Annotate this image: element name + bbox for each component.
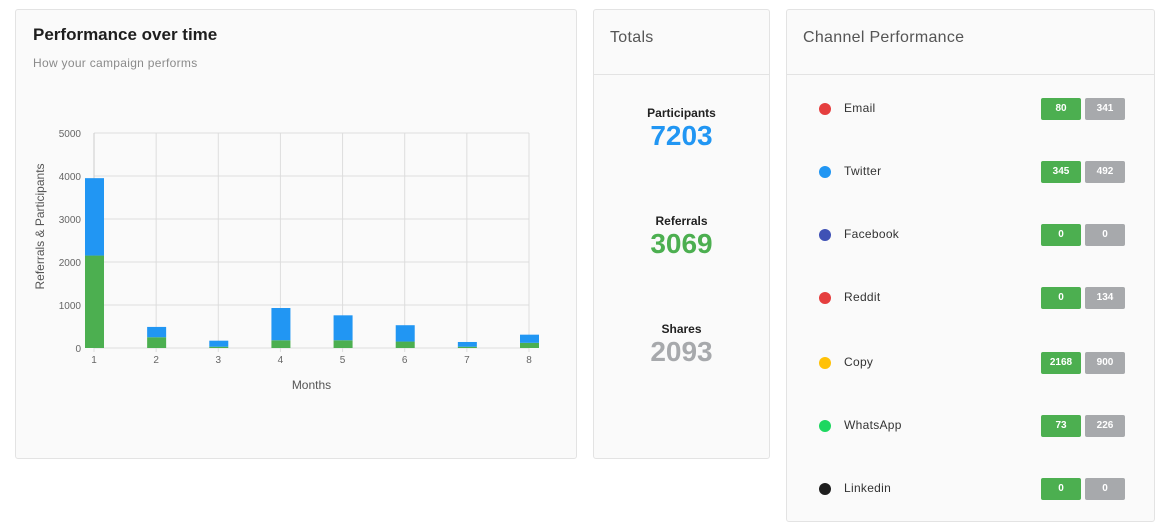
bar-segment (395, 341, 415, 348)
x-axis-label: Months (292, 378, 331, 392)
referrals-badge: 80 (1041, 98, 1081, 120)
total-value: 3069 (650, 228, 713, 259)
bar-segment (85, 255, 104, 348)
total-label: Shares (661, 322, 702, 336)
status-dot-icon (819, 229, 831, 241)
performance-chart: 0 1000 2000 3000 4000 5000 1 2 3 4 5 6 7 8 Months Refer… (33, 129, 539, 392)
channel-name: WhatsApp (844, 418, 902, 432)
total-referrals: Referrals 3069 (594, 214, 769, 260)
y-tick-label: 0 (75, 344, 81, 355)
totals-title: Totals (610, 29, 654, 46)
bar-segment (520, 342, 539, 348)
total-shares: Shares 2093 (594, 322, 769, 368)
channel-performance-card: Channel Performance Email 80 341 Twitter… (786, 9, 1155, 522)
referrals-badge: 0 (1041, 224, 1081, 246)
totals-card: Totals Participants 7203 Referrals 3069 … (593, 9, 770, 459)
channel-name: Email (844, 101, 876, 115)
channel-row-reddit: Reddit 0 134 (787, 287, 1154, 311)
status-dot-icon (819, 420, 831, 432)
referrals-badge: 2168 (1041, 352, 1081, 374)
bar-segment (147, 326, 167, 338)
x-tick-label: 3 (216, 355, 222, 366)
total-label: Referrals (655, 214, 708, 228)
channel-row-whatsapp: WhatsApp 73 226 (787, 415, 1154, 439)
channel-name: Copy (844, 355, 874, 369)
x-tick-label: 8 (526, 355, 532, 366)
channel-name: Twitter (844, 164, 882, 178)
shares-badge: 900 (1085, 352, 1125, 374)
shares-badge: 134 (1085, 287, 1125, 309)
y-tick-label: 3000 (59, 215, 82, 226)
channel-name: Reddit (844, 290, 881, 304)
referrals-badge: 345 (1041, 161, 1081, 183)
x-tick-label: 4 (278, 355, 284, 366)
total-participants: Participants 7203 (594, 106, 769, 152)
bar-segment (209, 340, 229, 347)
performance-subtitle: How your campaign performs (33, 56, 198, 70)
channel-name: Linkedin (844, 481, 892, 495)
status-dot-icon (819, 357, 831, 369)
bar-segment (395, 325, 415, 342)
total-value: 7203 (650, 120, 713, 151)
bar-segment (457, 341, 477, 347)
total-value: 2093 (650, 336, 713, 367)
status-dot-icon (819, 292, 831, 304)
referrals-badge: 73 (1041, 415, 1081, 437)
bar-segment (271, 340, 291, 348)
y-tick-label: 1000 (59, 301, 82, 312)
shares-badge: 0 (1085, 478, 1125, 500)
referrals-badge: 0 (1041, 478, 1081, 500)
x-tick-label: 6 (402, 355, 408, 366)
shares-badge: 226 (1085, 415, 1125, 437)
bar-segment (209, 346, 229, 348)
status-dot-icon (819, 483, 831, 495)
channel-title: Channel Performance (803, 29, 965, 46)
status-dot-icon (819, 166, 831, 178)
shares-badge: 492 (1085, 161, 1125, 183)
totals-header: Totals (594, 10, 769, 75)
bar-segment (271, 308, 291, 341)
bar-segment (333, 340, 353, 348)
bar-segment (520, 334, 539, 343)
y-tick-label: 2000 (59, 258, 82, 269)
status-dot-icon (819, 103, 831, 115)
x-tick-label: 1 (91, 355, 97, 366)
bar-segment (147, 337, 167, 348)
total-label: Participants (647, 106, 716, 120)
y-tick-label: 4000 (59, 172, 82, 183)
bar-segment (85, 178, 104, 256)
performance-title: Performance over time (33, 25, 218, 44)
shares-badge: 0 (1085, 224, 1125, 246)
channel-header: Channel Performance (787, 10, 1154, 75)
channel-row-twitter: Twitter 345 492 (787, 161, 1154, 185)
x-tick-label: 5 (340, 355, 346, 366)
channel-row-email: Email 80 341 (787, 98, 1154, 122)
y-tick-label: 5000 (59, 129, 82, 140)
channel-name: Facebook (844, 227, 900, 241)
channel-row-facebook: Facebook 0 0 (787, 224, 1154, 248)
performance-card: Performance over time How your campaign … (15, 9, 577, 459)
bar-segment (457, 346, 477, 348)
channel-row-copy: Copy 2168 900 (787, 352, 1154, 376)
shares-badge: 341 (1085, 98, 1125, 120)
bar-segment (333, 315, 353, 341)
channel-row-linkedin: Linkedin 0 0 (787, 478, 1154, 502)
referrals-badge: 0 (1041, 287, 1081, 309)
y-axis-label: Referrals & Participants (33, 163, 47, 289)
x-tick-label: 7 (464, 355, 470, 366)
x-tick-label: 2 (153, 355, 159, 366)
